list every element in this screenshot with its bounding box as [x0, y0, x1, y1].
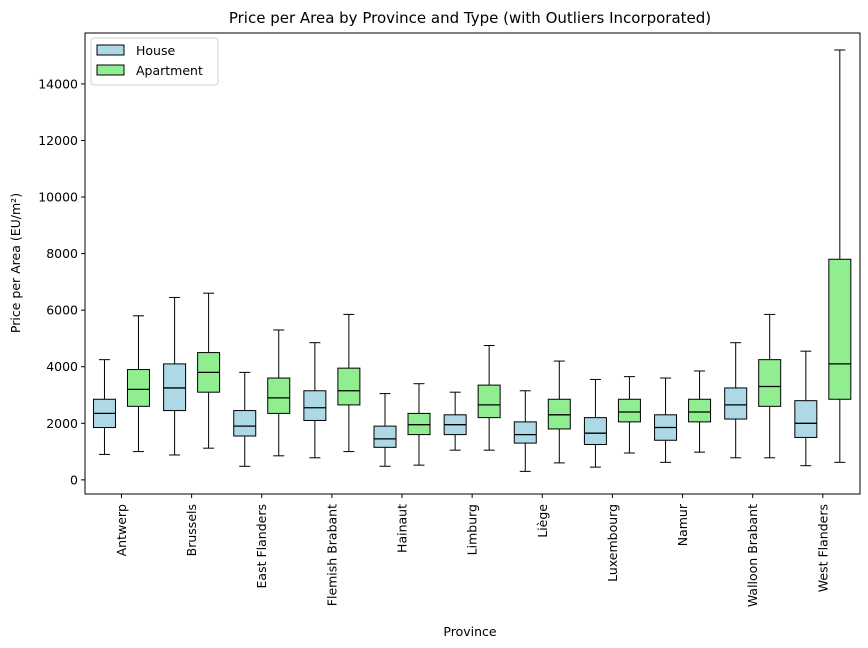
y-tick-label: 14000: [38, 76, 78, 91]
box-apartment-liège: [547, 360, 571, 464]
iqr-box: [477, 384, 501, 419]
iqr-box: [233, 410, 257, 437]
box-apartment-luxembourg: [617, 376, 641, 454]
plot-area: 0 2000 4000 6000 8000 10000 12000 14000 Antwerp B…: [38, 49, 852, 607]
plot-frame: [84, 32, 861, 495]
y-tick-label: 0: [70, 472, 78, 487]
box-house-east-flanders: [233, 371, 257, 467]
box-apartment-limburg: [477, 345, 501, 451]
y-tick-label: 2000: [46, 416, 78, 431]
box-house-walloon-brabant: [724, 342, 748, 459]
box-house-flemish-brabant: [303, 342, 327, 459]
box-house-limburg: [443, 391, 467, 451]
box-house-antwerp: [92, 359, 116, 455]
x-tick-label: Liège: [535, 504, 550, 538]
box-apartment-brussels: [197, 292, 221, 449]
iqr-box: [617, 398, 641, 423]
iqr-box: [794, 400, 818, 438]
legend: House Apartment: [90, 37, 219, 86]
x-tick-label: Flemish Brabant: [324, 504, 339, 606]
legend-swatch-apartment: [96, 64, 125, 76]
y-tick-label: 6000: [46, 303, 78, 318]
iqr-box: [828, 258, 852, 400]
box-house-namur: [654, 377, 678, 463]
box-house-west-flanders: [794, 350, 818, 467]
legend-label-apartment: Apartment: [136, 63, 203, 78]
iqr-box: [337, 367, 361, 406]
y-axis-label: Price per Area (EU/m²): [8, 193, 23, 333]
y-tick-label: 4000: [46, 359, 78, 374]
box-apartment-namur: [688, 370, 712, 453]
box-apartment-flemish-brabant: [337, 313, 361, 453]
x-tick-label: Antwerp: [114, 504, 129, 556]
iqr-box: [267, 377, 291, 414]
box-apartment-antwerp: [126, 315, 150, 453]
y-tick-label: 12000: [38, 133, 78, 148]
x-axis-label: Province: [443, 624, 496, 639]
box-apartment-walloon-brabant: [758, 313, 782, 459]
x-tick-label: Walloon Brabant: [745, 504, 760, 607]
y-tick-label: 8000: [46, 246, 78, 261]
iqr-box: [758, 359, 782, 407]
iqr-box: [407, 412, 431, 436]
box-apartment-east-flanders: [267, 329, 291, 457]
box-house-luxembourg: [583, 378, 607, 468]
iqr-box: [163, 363, 187, 412]
iqr-box: [513, 421, 537, 444]
iqr-box: [126, 369, 150, 407]
x-tick-label: Hainaut: [395, 504, 410, 553]
iqr-box: [583, 417, 607, 446]
box-apartment-hainaut: [407, 383, 431, 466]
box-house-hainaut: [373, 393, 397, 467]
iqr-box: [547, 398, 571, 430]
iqr-box: [373, 425, 397, 448]
y-tick-label: 10000: [38, 190, 78, 205]
x-tick-label: West Flanders: [815, 504, 830, 592]
box-house-liège: [513, 390, 537, 472]
x-tick-label: East Flanders: [254, 504, 269, 588]
box-house-brussels: [163, 296, 187, 456]
chart-title: Price per Area by Province and Type (wit…: [229, 9, 711, 27]
legend-label-house: House: [136, 43, 175, 58]
iqr-box: [724, 387, 748, 420]
iqr-box: [303, 390, 327, 421]
x-tick-label: Luxembourg: [605, 504, 620, 582]
x-tick-label: Brussels: [184, 504, 199, 556]
box-apartment-west-flanders: [828, 49, 852, 463]
x-tick-label: Namur: [675, 503, 690, 546]
x-tick-label: Limburg: [465, 504, 480, 555]
legend-swatch-house: [96, 44, 125, 56]
iqr-box: [688, 398, 712, 423]
